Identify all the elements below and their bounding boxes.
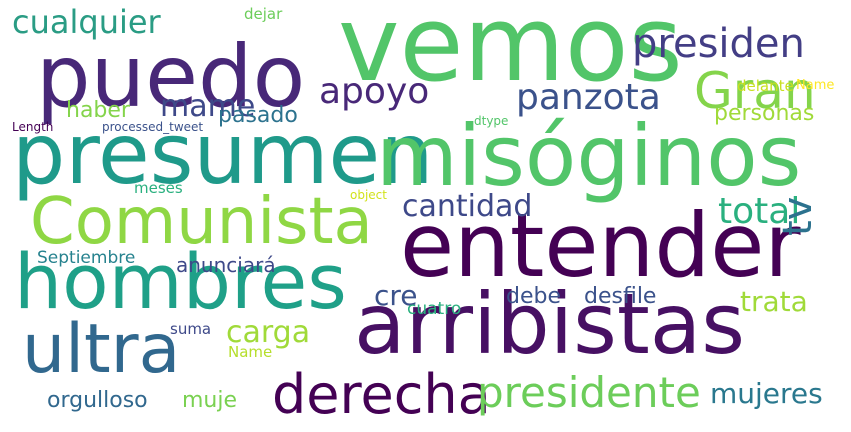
word-presiden: presiden [632, 21, 805, 67]
word-carga: carga [226, 315, 311, 350]
word-personas: personas [714, 101, 815, 126]
word-panzota: panzota [516, 77, 661, 118]
word-cuatro: cuatro [407, 299, 462, 319]
word-pasado: pasado [218, 103, 298, 128]
word-ultra: ultra [22, 310, 181, 389]
word-delante: delante [737, 77, 794, 95]
word-debe: debe [506, 284, 561, 309]
word-total: total [718, 191, 801, 232]
word-vemos: vemos [338, 0, 683, 105]
word-length: Length [12, 120, 54, 134]
word-name-small: Name [796, 78, 835, 93]
word-arribistas: arribistas [354, 275, 746, 373]
word-cualquier: cualquier [12, 3, 161, 41]
word-presidente: presidente [477, 368, 701, 417]
word-presumen: presumen [12, 105, 434, 203]
word-processed-tweet: processed_tweet [102, 120, 204, 134]
word-suma: suma [170, 320, 212, 338]
word-meses: meses [134, 179, 183, 197]
word-cre: cre [374, 279, 418, 312]
word-trata: trata [740, 285, 808, 318]
word-comunista: Comunista [30, 185, 373, 259]
word-desfile: desfile [584, 284, 657, 309]
word-apoyo: apoyo [319, 71, 430, 112]
word-tv: tv [775, 196, 821, 236]
word-septiembre: Septiembre [37, 248, 136, 268]
word-name: Name [228, 343, 273, 361]
word-puedo: puedo [36, 27, 306, 127]
word-anunciara: anunciará [176, 253, 276, 277]
word-mujeres: mujeres [710, 377, 823, 410]
word-hombres: hombres [14, 237, 347, 326]
word-gran: Gran [694, 62, 816, 120]
word-object: object [350, 188, 387, 202]
word-dtype: dtype [474, 114, 509, 128]
word-orgulloso: orgulloso [47, 388, 148, 413]
word-dejar: dejar [244, 5, 283, 23]
word-mame: mame [160, 89, 256, 124]
word-cantidad: cantidad [402, 189, 533, 224]
word-misoginos: misóginos [376, 107, 802, 205]
word-muje: muje [182, 388, 238, 413]
word-derecha: derecha [272, 363, 491, 426]
word-entender: entender [400, 194, 801, 297]
word-haber: haber [66, 98, 130, 123]
